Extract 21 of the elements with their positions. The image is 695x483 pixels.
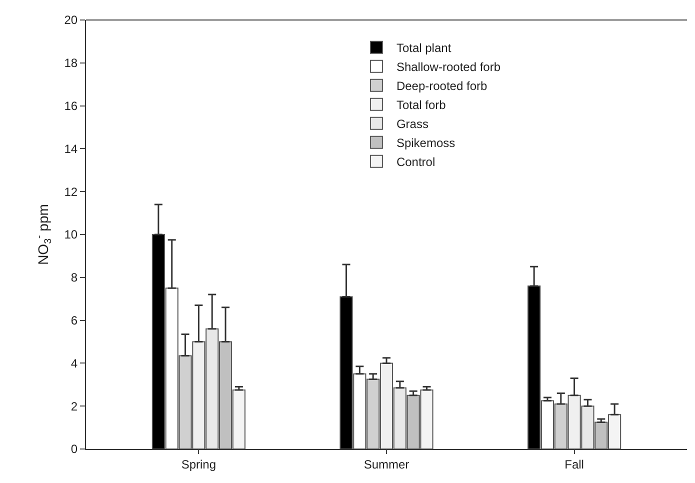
- y-tick-label: 8: [70, 270, 78, 285]
- legend-label: Shallow-rooted forb: [396, 60, 501, 74]
- x-tick-label: Spring: [181, 457, 216, 472]
- y-tick-label: 6: [70, 314, 78, 328]
- legend-label: Control: [396, 155, 436, 170]
- legend-label: Spikemoss: [396, 136, 456, 150]
- y-tick-label: 2: [70, 399, 78, 414]
- y-tick-label: 12: [64, 184, 78, 199]
- legend-label: Total plant: [396, 41, 452, 56]
- legend-label: Grass: [396, 117, 428, 132]
- y-tick-label: 4: [70, 356, 78, 370]
- x-tick-label: Summer: [364, 457, 410, 472]
- y-tick-label: 18: [64, 56, 78, 70]
- legend-label: Total forb: [396, 98, 446, 112]
- y-tick-label: 0: [70, 442, 78, 456]
- y-tick-label: 16: [64, 99, 78, 113]
- x-tick-label: Fall: [564, 457, 584, 472]
- legend-label: Deep-rooted forb: [396, 79, 488, 94]
- y-tick-label: 10: [64, 228, 78, 242]
- y-tick-label: 20: [64, 13, 78, 28]
- y-tick-label: 14: [64, 142, 78, 156]
